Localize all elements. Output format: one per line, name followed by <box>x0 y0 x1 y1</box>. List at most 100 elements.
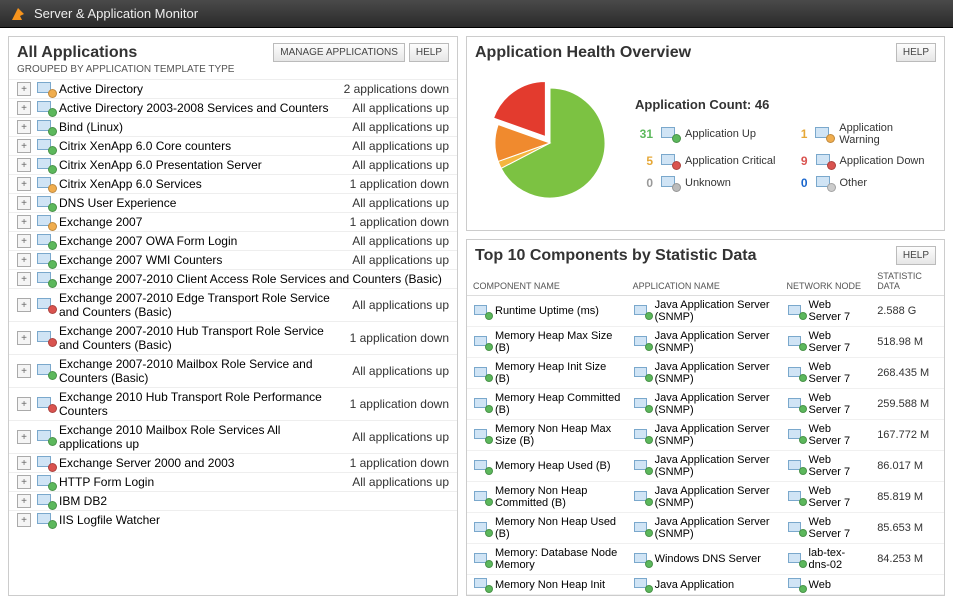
app-link[interactable]: Exchange 2007 <box>59 215 342 229</box>
legend-item: 0Other <box>790 176 937 190</box>
expand-icon[interactable]: + <box>17 272 31 286</box>
app-link[interactable]: Exchange 2010 Hub Transport Role Perform… <box>59 390 342 418</box>
cell-link[interactable]: Web <box>809 579 831 591</box>
expand-icon[interactable]: + <box>17 196 31 210</box>
app-link[interactable]: Exchange 2007 OWA Form Login <box>59 234 344 248</box>
expand-icon[interactable]: + <box>17 430 31 444</box>
cell-link[interactable]: Java Application Server (SNMP) <box>655 516 775 540</box>
expand-icon[interactable]: + <box>17 456 31 470</box>
app-link[interactable]: IBM DB2 <box>59 494 449 508</box>
cell-link[interactable]: Java Application <box>655 579 735 591</box>
expand-icon[interactable]: + <box>17 101 31 115</box>
cell-link[interactable]: lab-tex-dns-02 <box>809 547 866 571</box>
cell-link[interactable]: Memory Heap Used (B) <box>495 460 611 472</box>
help-button[interactable]: HELP <box>896 43 936 62</box>
app-link[interactable]: HTTP Form Login <box>59 475 344 489</box>
cell-link[interactable]: Memory Non Heap Used (B) <box>495 516 621 540</box>
expand-icon[interactable]: + <box>17 158 31 172</box>
app-link[interactable]: IIS Logfile Watcher <box>59 513 449 527</box>
expand-icon[interactable]: + <box>17 120 31 134</box>
cell-link[interactable]: Memory Heap Init Size (B) <box>495 361 621 385</box>
status-icon <box>787 398 805 411</box>
cell-link[interactable]: Memory Non Heap Max Size (B) <box>495 423 621 447</box>
app-status-icon <box>35 82 55 96</box>
app-status-icon <box>35 215 55 229</box>
app-link[interactable]: Active Directory <box>59 82 336 96</box>
column-header[interactable]: COMPONENT NAME <box>467 267 627 296</box>
app-status-icon <box>35 120 55 134</box>
legend-count: 9 <box>790 154 808 168</box>
cell-link[interactable]: Web Server 7 <box>809 392 866 416</box>
app-link[interactable]: Active Directory 2003-2008 Services and … <box>59 101 344 115</box>
app-status-text: All applications up <box>352 475 449 489</box>
cell-link[interactable]: Java Application Server (SNMP) <box>655 361 775 385</box>
column-header[interactable]: NETWORK NODE <box>781 267 872 296</box>
cell-link[interactable]: Java Application Server (SNMP) <box>655 299 775 323</box>
cell-link[interactable]: Web Server 7 <box>809 516 866 540</box>
health-title: Application Health Overview <box>475 44 691 62</box>
expand-icon[interactable]: + <box>17 298 31 312</box>
app-status-text: All applications up <box>352 364 449 378</box>
app-link[interactable]: Exchange 2007-2010 Client Access Role Se… <box>59 272 449 286</box>
cell-link[interactable]: Web Server 7 <box>809 330 866 354</box>
app-link[interactable]: Citrix XenApp 6.0 Services <box>59 177 342 191</box>
expand-icon[interactable]: + <box>17 177 31 191</box>
column-header[interactable]: STATISTIC DATA <box>871 267 944 296</box>
cell-link[interactable]: Web Server 7 <box>809 361 866 385</box>
cell-link[interactable]: Memory: Database Node Memory <box>495 547 621 571</box>
cell-link[interactable]: Memory Non Heap Committed (B) <box>495 485 621 509</box>
cell-link[interactable]: Java Application Server (SNMP) <box>655 392 775 416</box>
app-status-icon <box>35 139 55 153</box>
status-icon <box>633 553 651 566</box>
status-icon <box>633 491 651 504</box>
app-status-text: 1 application down <box>350 177 449 191</box>
expand-icon[interactable]: + <box>17 331 31 345</box>
cell-link[interactable]: Runtime Uptime (ms) <box>495 305 599 317</box>
app-link[interactable]: Bind (Linux) <box>59 120 344 134</box>
expand-icon[interactable]: + <box>17 397 31 411</box>
help-button[interactable]: HELP <box>896 246 936 265</box>
expand-icon[interactable]: + <box>17 82 31 96</box>
app-link[interactable]: Exchange 2010 Mailbox Role Services All … <box>59 423 344 451</box>
manage-applications-button[interactable]: MANAGE APPLICATIONS <box>273 43 405 62</box>
status-icon <box>787 336 805 349</box>
cell-link[interactable]: Memory Heap Max Size (B) <box>495 330 621 354</box>
cell-link[interactable]: Java Application Server (SNMP) <box>655 423 775 447</box>
table-row: Memory Heap Max Size (B) Java Application… <box>467 327 944 358</box>
cell-link[interactable]: Memory Heap Committed (B) <box>495 392 621 416</box>
app-status-icon <box>35 430 55 444</box>
cell-link[interactable]: Java Application Server (SNMP) <box>655 454 775 478</box>
expand-icon[interactable]: + <box>17 513 31 527</box>
expand-icon[interactable]: + <box>17 475 31 489</box>
app-link[interactable]: Citrix XenApp 6.0 Core counters <box>59 139 344 153</box>
cell-link[interactable]: Web Server 7 <box>809 454 866 478</box>
cell-link[interactable]: Windows DNS Server <box>655 553 761 565</box>
app-row: + Exchange 2010 Hub Transport Role Perfor… <box>9 387 457 420</box>
cell-link[interactable]: Java Application Server (SNMP) <box>655 485 775 509</box>
legend-item: 1Application Warning <box>790 122 937 146</box>
expand-icon[interactable]: + <box>17 364 31 378</box>
cell-link[interactable]: Web Server 7 <box>809 423 866 447</box>
cell-link[interactable]: Memory Non Heap Init <box>495 579 605 591</box>
column-header[interactable]: APPLICATION NAME <box>627 267 781 296</box>
app-link[interactable]: Exchange 2007-2010 Hub Transport Role Se… <box>59 324 342 352</box>
expand-icon[interactable]: + <box>17 139 31 153</box>
expand-icon[interactable]: + <box>17 494 31 508</box>
expand-icon[interactable]: + <box>17 234 31 248</box>
expand-icon[interactable]: + <box>17 253 31 267</box>
help-button[interactable]: HELP <box>409 43 449 62</box>
app-link[interactable]: Exchange 2007-2010 Edge Transport Role S… <box>59 291 344 319</box>
stat-value: 84.253 M <box>871 544 944 575</box>
app-row: +Exchange 20071 application down <box>9 212 457 231</box>
cell-link[interactable]: Web Server 7 <box>809 299 866 323</box>
cell-link[interactable]: Web Server 7 <box>809 485 866 509</box>
app-link[interactable]: Exchange Server 2000 and 2003 <box>59 456 342 470</box>
cell-link[interactable]: Java Application Server (SNMP) <box>655 330 775 354</box>
app-link[interactable]: Exchange 2007 WMI Counters <box>59 253 344 267</box>
app-link[interactable]: Exchange 2007-2010 Mailbox Role Service … <box>59 357 344 385</box>
status-icon <box>787 578 805 591</box>
status-icon <box>473 578 491 591</box>
app-link[interactable]: DNS User Experience <box>59 196 344 210</box>
expand-icon[interactable]: + <box>17 215 31 229</box>
app-link[interactable]: Citrix XenApp 6.0 Presentation Server <box>59 158 344 172</box>
